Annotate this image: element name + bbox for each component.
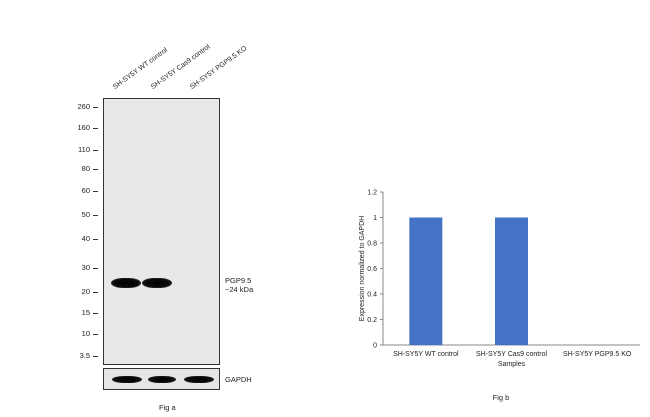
mw-marker-110: 110 [78, 145, 90, 154]
target-label-name: PGP9.5 [225, 276, 252, 285]
mw-tick [93, 215, 98, 216]
mw-tick [93, 334, 98, 335]
mw-marker-160: 160 [77, 123, 90, 132]
x-axis-label: Samples [498, 361, 526, 368]
mw-marker-260: 260 [77, 102, 90, 111]
target-label-size: ~24 kDa [225, 285, 254, 294]
mw-tick [93, 191, 98, 192]
blot-panel-pgp95 [103, 98, 220, 365]
y-tick-label: 0 [373, 343, 377, 350]
mw-marker-80: 80 [81, 164, 90, 173]
y-tick-label: 0.4 [367, 292, 377, 299]
mw-marker-10: 10 [81, 329, 90, 338]
gapdh-band-cas9 [148, 376, 176, 383]
mw-marker-3-5: 3.5 [79, 351, 90, 360]
x-tick-label: SH-SY5Y Cas9 control [476, 351, 548, 358]
x-tick-label: SH-SY5Y WT control [393, 351, 459, 358]
band-wt [111, 278, 141, 288]
mw-marker-30: 30 [81, 263, 90, 272]
blot-panel-gapdh [103, 368, 220, 390]
y-tick-label: 0.8 [367, 241, 377, 248]
bar-1 [495, 217, 528, 345]
fig-b-caption: Fig b [493, 393, 510, 402]
mw-marker-15: 15 [81, 308, 90, 317]
mw-marker-40: 40 [81, 234, 90, 243]
mw-tick [93, 239, 98, 240]
y-axis-label: Expression normalized to GAPDH [359, 216, 366, 321]
bar-0 [409, 217, 443, 345]
mw-tick [93, 107, 98, 108]
x-tick-label: SH-SY5Y PGP9.5 KO [563, 351, 632, 358]
mw-tick [93, 313, 98, 314]
mw-tick [93, 292, 98, 293]
gapdh-band-ko [184, 376, 214, 383]
mw-tick [93, 268, 98, 269]
band-cas9 [142, 278, 172, 288]
mw-marker-50: 50 [81, 210, 90, 219]
mw-marker-20: 20 [81, 287, 90, 296]
mw-tick [93, 150, 98, 151]
y-tick-label: 0.2 [367, 317, 377, 324]
y-tick-label: 0.6 [367, 266, 377, 273]
mw-tick [93, 356, 98, 357]
mw-tick [93, 128, 98, 129]
gapdh-label: GAPDH [225, 375, 252, 384]
mw-tick [93, 169, 98, 170]
fig-a-caption: Fig a [159, 403, 176, 412]
y-tick-label: 1 [373, 215, 377, 222]
mw-marker-60: 60 [81, 186, 90, 195]
gapdh-band-wt [112, 376, 142, 383]
y-tick-label: 1.2 [367, 190, 377, 197]
